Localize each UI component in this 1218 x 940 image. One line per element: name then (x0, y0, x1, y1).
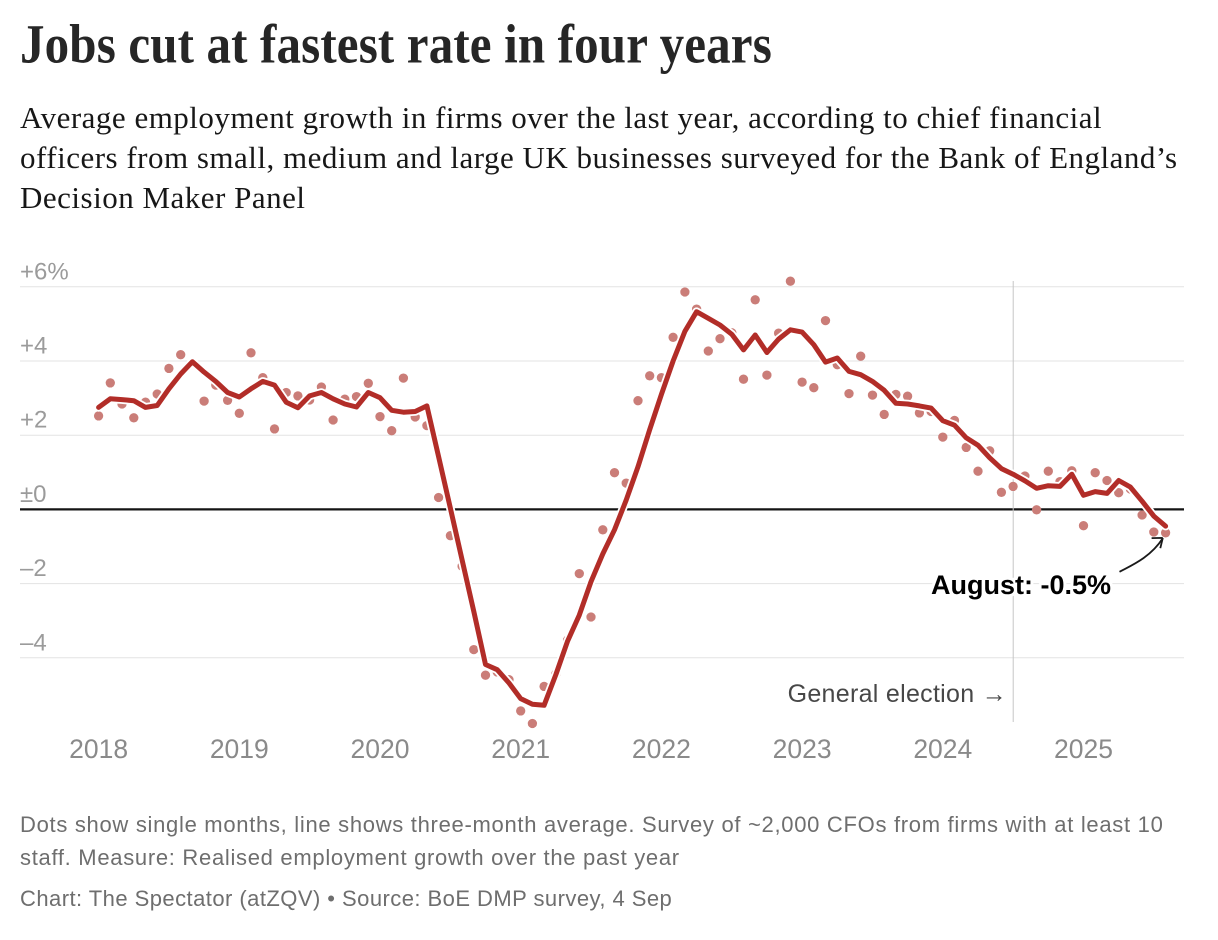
svg-text:2019: 2019 (210, 734, 269, 764)
svg-text:General election →: General election → (788, 680, 1007, 708)
svg-text:+6%: +6% (20, 258, 69, 285)
svg-text:2020: 2020 (351, 734, 410, 764)
svg-text:–4: –4 (20, 629, 47, 656)
svg-text:2024: 2024 (913, 734, 972, 764)
svg-text:2022: 2022 (632, 734, 691, 764)
svg-text:2023: 2023 (773, 734, 832, 764)
svg-text:+4: +4 (20, 333, 47, 360)
svg-text:+2: +2 (20, 407, 47, 434)
svg-text:2025: 2025 (1054, 734, 1113, 764)
svg-text:2018: 2018 (69, 734, 128, 764)
svg-text:±0: ±0 (20, 481, 47, 508)
svg-text:–2: –2 (20, 555, 47, 582)
svg-text:August: -0.5%: August: -0.5% (931, 570, 1111, 600)
svg-text:2021: 2021 (491, 734, 550, 764)
svg-text:August: -0.5%: August: -0.5% (931, 570, 1111, 600)
